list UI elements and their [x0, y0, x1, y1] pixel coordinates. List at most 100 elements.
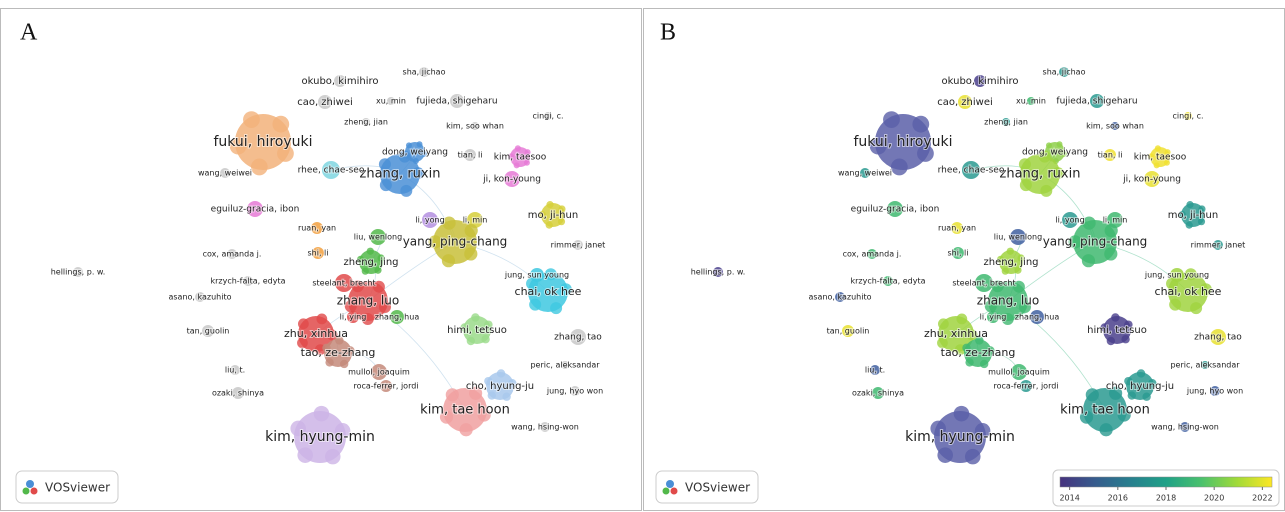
node: [443, 388, 487, 432]
node-label: eguiluz-gracia, ibon: [211, 205, 300, 215]
node: [962, 161, 980, 179]
node-label: sha, jichao: [1043, 68, 1086, 77]
node: [1201, 361, 1209, 369]
node: [347, 311, 359, 323]
node-label: jung, sun young: [504, 271, 569, 280]
node: [1030, 310, 1044, 324]
node: [541, 203, 565, 227]
node-label: jung, sun young: [1144, 271, 1209, 280]
node-label: chai, ok hee: [515, 285, 582, 298]
node-label: wang, weiwei: [198, 169, 252, 178]
node-label: kim, taesoo: [1134, 153, 1187, 163]
node-label: kim, tae hoon: [420, 403, 510, 418]
node-label: mullol, joaquim: [988, 368, 1050, 377]
node-label: tao, ze-zhang: [301, 346, 376, 359]
node-label: ji, kon-young: [482, 175, 541, 185]
node-label: kim, taesoo: [494, 153, 547, 163]
node-label: asano, kazuhito: [168, 293, 231, 302]
logo-badge: [655, 470, 759, 504]
colorbar-tick-label: 2022: [1252, 494, 1272, 503]
node: [974, 75, 986, 87]
node-label: roca-ferrer, jordi: [993, 382, 1058, 391]
node-label: li, ying: [340, 313, 367, 322]
node: [387, 97, 395, 105]
node: [573, 240, 583, 250]
node: [318, 95, 332, 109]
node-label: li, ying: [980, 313, 1007, 322]
node-label: krzych-falta, edyta: [210, 277, 285, 286]
node-label: wang, hsing-won: [1151, 423, 1219, 432]
node-label: cho, hyung-ju: [466, 381, 534, 392]
node-label: peric, aleksandar: [530, 361, 600, 370]
node-label: shi, li: [948, 249, 969, 258]
node: [842, 325, 854, 337]
node-label: liu, wenlong: [994, 233, 1042, 242]
logo-icon: [662, 487, 670, 495]
node-label: shi, li: [308, 249, 329, 258]
node: [433, 220, 477, 264]
node-label: ruan, yan: [938, 224, 976, 233]
colorbar: [1059, 476, 1273, 488]
node-label: cox, amanda j.: [843, 250, 902, 259]
node: [348, 281, 388, 321]
node: [872, 387, 884, 399]
node: [362, 118, 370, 126]
logo-icon: [30, 487, 38, 495]
logo-text: VOSviewer: [685, 481, 750, 495]
node-label: xu, min: [1016, 97, 1046, 106]
node: [1062, 212, 1078, 228]
logo-text: VOSviewer: [45, 481, 110, 495]
node-label: rhee, chae-seo: [938, 166, 1005, 176]
node: [230, 365, 240, 375]
node-label: himi, tetsuo: [447, 325, 507, 336]
panel-letter: A: [20, 20, 38, 46]
node-label: hellings, p. w.: [51, 268, 106, 277]
node: [294, 411, 346, 463]
node: [227, 249, 237, 259]
node-label: zheng, jing: [343, 257, 398, 268]
node: [298, 316, 334, 352]
node: [938, 316, 974, 352]
node: [1150, 147, 1170, 167]
node: [867, 249, 877, 259]
node: [964, 339, 992, 367]
node: [422, 212, 438, 228]
node-label: peric, aleksandar: [1170, 361, 1240, 370]
node: [335, 274, 353, 292]
node: [544, 112, 552, 120]
node-label: kim, soo whan: [446, 122, 504, 131]
node-label: tan, guolin: [187, 327, 230, 336]
node-label: eguiluz-gracia, ibon: [851, 205, 940, 215]
node-label: rimmer, janet: [1191, 241, 1246, 250]
node: [232, 387, 244, 399]
node: [1213, 240, 1223, 250]
node: [380, 380, 392, 392]
node: [570, 329, 586, 345]
node: [1103, 316, 1131, 344]
node: [202, 325, 214, 337]
node: [561, 361, 569, 369]
node-label: wang, weiwei: [838, 169, 892, 178]
node-label: rhee, chae-seo: [298, 166, 365, 176]
colorbar-tick-label: 2016: [1108, 494, 1128, 503]
logo-icon: [22, 487, 30, 495]
node: [312, 247, 324, 259]
node-label: yang, ping-chang: [403, 235, 508, 249]
node: [324, 339, 352, 367]
logo-icon: [26, 480, 34, 488]
node-label: ji, kon-young: [1122, 175, 1181, 185]
node: [1020, 380, 1032, 392]
node-label: li, yong: [415, 216, 444, 225]
colorbar-tick-label: 2018: [1156, 494, 1176, 503]
node-label: zhang, tao: [1194, 333, 1242, 343]
node-label: li, min: [463, 216, 488, 225]
node: [220, 168, 230, 178]
node-label: tao, ze-zhang: [941, 346, 1016, 359]
node-label: tian, li: [458, 151, 483, 160]
node-label: zheng, jian: [344, 118, 388, 127]
node: [1184, 112, 1192, 120]
node: [1011, 364, 1027, 380]
node-label: jung, hyo won: [546, 387, 603, 396]
node: [975, 274, 993, 292]
